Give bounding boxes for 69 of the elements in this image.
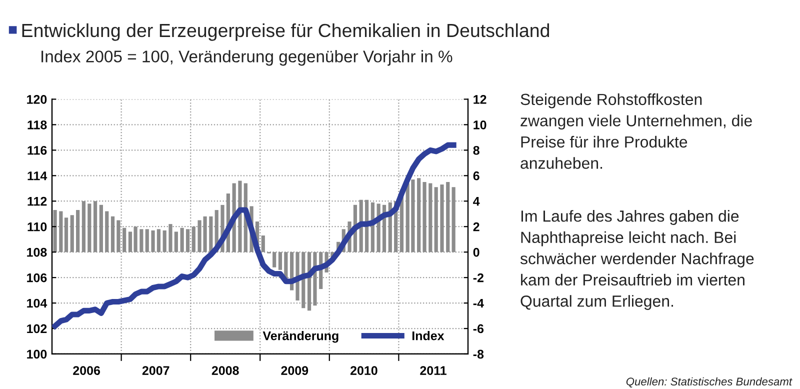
x-tick-label: 2006	[73, 366, 100, 375]
y2-tick-label: -4	[473, 298, 484, 308]
legend-label: Veränderung	[262, 331, 338, 343]
text: Steigende Rohstoffkosten zwangen viele Unternehmen, die Preise für ihre Produkte anzuheben.	[520, 93, 752, 169]
y2-tick-label: 8	[473, 146, 480, 155]
bar	[446, 182, 450, 252]
y-tick-label: 100	[27, 350, 47, 359]
x-tick-label: 2010	[350, 366, 378, 375]
y2-tick-label: 12	[474, 94, 486, 104]
bar	[110, 216, 115, 252]
y2-tick-label: -8	[473, 350, 484, 359]
bar	[122, 228, 126, 252]
x-tick-label: 2007	[142, 366, 170, 375]
bar	[53, 210, 57, 252]
x-tick-label: 2011	[420, 366, 446, 375]
x-tick-label: 2009	[281, 366, 308, 375]
y2-tick-label: 0	[473, 248, 480, 257]
bar	[174, 232, 178, 252]
bar	[64, 218, 68, 252]
bar	[105, 211, 109, 252]
bar	[88, 204, 92, 252]
bar	[156, 229, 161, 252]
y-tick-label: 112	[28, 196, 47, 206]
y-tick-label: 118	[28, 120, 47, 130]
y-tick-label: 120	[27, 94, 47, 104]
bar	[145, 229, 149, 252]
bar	[261, 236, 265, 252]
bar	[192, 226, 196, 252]
bar	[180, 228, 184, 252]
bar	[162, 230, 166, 252]
bar	[59, 211, 63, 252]
bar	[417, 178, 421, 252]
bar	[168, 224, 172, 252]
y2-tick-label: -6	[473, 324, 484, 334]
bar	[434, 187, 438, 252]
bar	[140, 229, 144, 252]
x-tick-label: 2008	[212, 366, 239, 375]
y-tick-label: 116	[28, 146, 47, 155]
bar	[93, 201, 98, 252]
chart-subtitle: Index 2005 = 100, Veränderung gegenüber Vorjahr in %	[42, 50, 452, 66]
y2-tick-label: 10	[474, 120, 486, 130]
y-tick-label: 106	[27, 273, 47, 282]
y2-tick-label: -2	[473, 273, 484, 282]
bar	[452, 187, 456, 252]
y2-tick-label: 6	[473, 171, 480, 180]
bar	[70, 215, 74, 252]
y-tick-label: 108	[27, 248, 47, 257]
bar	[440, 184, 444, 252]
legend-label: Index	[412, 331, 444, 340]
bar	[116, 220, 120, 252]
y-tick-label: 104	[27, 298, 48, 308]
bar	[209, 216, 213, 252]
y2-tick-label: 4	[473, 197, 480, 206]
y-tick-label: 102	[27, 324, 47, 334]
source-note: Quellen: Statistisches Bundesamt	[626, 377, 792, 388]
bar	[151, 230, 155, 252]
bar	[99, 204, 103, 252]
y-tick-label: 114	[28, 172, 48, 180]
chart-title: Entwicklung der Erzeugerpreise für Chemikalien in Deutschland	[22, 23, 550, 41]
bar	[278, 252, 282, 270]
y2-tick-label: 2	[473, 222, 480, 232]
bar	[76, 210, 80, 252]
bar	[422, 182, 426, 252]
text: Im Laufe des Jahres gaben die Naphthapreise leicht nach. Bei schwächer werdender Nachfrage kam der Preisauftrieb im vierten Quartal zum Erliegen.	[520, 210, 754, 310]
bar	[238, 180, 242, 252]
bar	[82, 201, 86, 252]
y-tick-label: 110	[28, 222, 47, 232]
bar	[428, 183, 432, 252]
bar	[186, 229, 190, 252]
